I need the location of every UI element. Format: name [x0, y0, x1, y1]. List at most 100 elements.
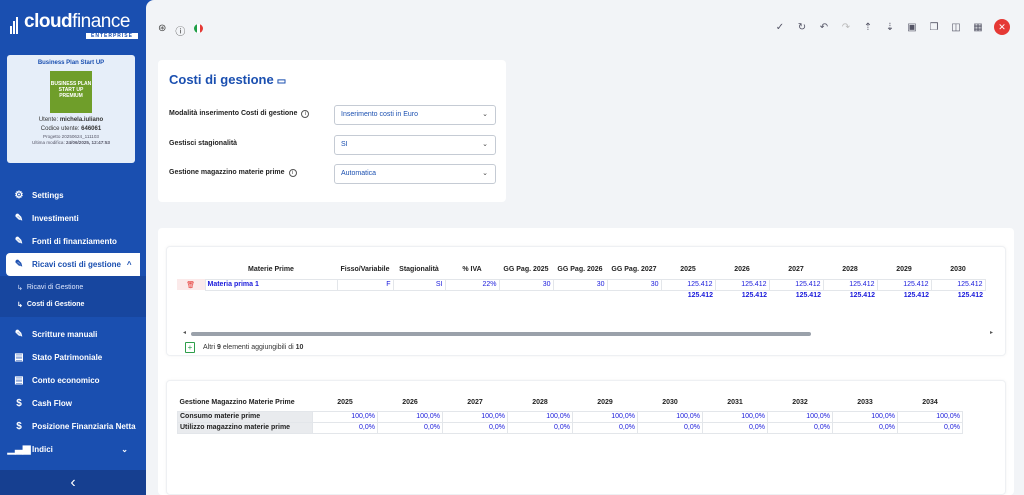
- scrollbar-thumb[interactable]: [191, 332, 811, 336]
- year-value-cell[interactable]: 125.412: [876, 278, 932, 291]
- user-line: Utente: michela.iuliano: [38, 117, 104, 123]
- totals-row: 125.412 125.412 125.412 125.412 125.412 …: [177, 290, 985, 301]
- refresh-icon[interactable]: ↻: [797, 21, 807, 33]
- trash-icon: 🗑: [186, 281, 196, 289]
- book-icon[interactable]: ▭: [276, 76, 287, 87]
- value-cell[interactable]: 100,0%: [377, 410, 443, 423]
- layout-icon[interactable]: ◫: [951, 21, 961, 33]
- document-icon: ▤: [14, 352, 24, 363]
- sidebar-item-fonti[interactable]: ✎ Fonti di finanziamento: [0, 230, 146, 253]
- app-logo[interactable]: cloudfinance ENTERPRISE: [10, 11, 140, 41]
- sidebar-item-conto-economico[interactable]: ▤ Conto economico: [0, 369, 146, 392]
- total-cell: 125.412: [795, 292, 821, 300]
- form-row-modalita: Modalità inserimento Costi di gestione i …: [169, 105, 499, 125]
- delete-row-button[interactable]: 🗑: [177, 279, 205, 290]
- sidebar-subitem-ricavi[interactable]: ↳ Ricavi di Gestione: [0, 279, 146, 296]
- value-cell[interactable]: 100,0%: [702, 410, 768, 423]
- year-value-cell[interactable]: 125.412: [714, 278, 770, 291]
- settings-circle-icon[interactable]: ⊛: [158, 23, 167, 34]
- sidebar-item-cash-flow[interactable]: $ Cash Flow: [0, 392, 146, 415]
- table-header: Fisso/Variabile: [340, 266, 390, 274]
- redo-icon[interactable]: ↷: [841, 21, 851, 33]
- table-header: GG Pag. 2026: [557, 266, 603, 274]
- sidebar-item-label: Conto economico: [32, 376, 100, 385]
- sidebar-item-label: Settings: [32, 191, 64, 200]
- sidebar-item-pfn[interactable]: $ Posizione Finanziaria Netta: [0, 415, 146, 438]
- table-header: 2032: [792, 399, 808, 407]
- table-header-row: Gestione Magazzino Materie Prime 2025 20…: [178, 395, 963, 411]
- info-icon[interactable]: i: [288, 169, 297, 177]
- year-value-cell[interactable]: 125.412: [822, 278, 878, 291]
- info-icon[interactable]: i: [301, 110, 310, 118]
- sidebar-item-ricavi-costi[interactable]: ✎ Ricavi costi di gestione ^: [6, 253, 140, 276]
- stagionalita-cell[interactable]: SI: [392, 278, 446, 291]
- value-cell[interactable]: 100,0%: [767, 410, 833, 423]
- year-value-cell[interactable]: 125.412: [768, 278, 824, 291]
- close-icon[interactable]: ✕: [994, 19, 1010, 35]
- dollar-icon: $: [16, 421, 22, 432]
- main-content: ⊛ ⓘ ✓ ↻ ↶ ↷ ⇡ ⇣ ▣ ❐ ◫ ▦ ✕ Costi di gesti…: [146, 0, 1024, 495]
- fisso-variabile-cell[interactable]: F: [336, 278, 394, 291]
- value-cell[interactable]: 100,0%: [507, 410, 573, 423]
- copy-icon[interactable]: ❐: [929, 21, 939, 33]
- stagionalita-select[interactable]: SI ⌄: [334, 135, 496, 155]
- form-row-stagionalita: Gestisci stagionalità SI ⌄: [169, 135, 499, 155]
- upload-icon[interactable]: ⇡: [863, 21, 873, 33]
- value-cell[interactable]: 0,0%: [507, 421, 573, 434]
- sidebar-item-stato-patrimoniale[interactable]: ▤ Stato Patrimoniale: [0, 346, 146, 369]
- italy-flag-icon[interactable]: [194, 24, 204, 33]
- value-cell[interactable]: 0,0%: [442, 421, 508, 434]
- sidebar-item-settings[interactable]: ⚙ Settings: [0, 184, 146, 207]
- value-cell[interactable]: 0,0%: [897, 421, 963, 434]
- add-element-button[interactable]: +: [185, 342, 195, 353]
- edit-icon: ✎: [14, 329, 24, 340]
- chevron-down-icon: ⌄: [121, 445, 128, 454]
- help-icon[interactable]: ⓘ: [175, 27, 186, 38]
- sidebar-item-investimenti[interactable]: ✎ Investimenti: [0, 207, 146, 230]
- materia-name-cell[interactable]: Materia prima 1: [204, 278, 338, 291]
- value-cell[interactable]: 0,0%: [377, 421, 443, 434]
- sidebar-subitem-costi[interactable]: ↳ Costi di Gestione: [0, 296, 146, 313]
- undo-icon[interactable]: ↶: [819, 21, 829, 33]
- gear-icon: ⚙: [14, 190, 24, 201]
- report-icon[interactable]: ▦: [973, 21, 983, 33]
- gg-pag-cell[interactable]: 30: [498, 278, 554, 291]
- value-cell[interactable]: 0,0%: [832, 421, 898, 434]
- value-cell[interactable]: 100,0%: [637, 410, 703, 423]
- year-value-cell[interactable]: 125.412: [660, 278, 716, 291]
- sidebar-item-label: Posizione Finanziaria Netta: [32, 422, 136, 431]
- value-cell[interactable]: 100,0%: [897, 410, 963, 423]
- value-cell[interactable]: 0,0%: [572, 421, 638, 434]
- row-label: Consumo materie prime: [177, 410, 313, 423]
- magazzino-select[interactable]: Automatica ⌄: [334, 164, 496, 184]
- horizontal-scrollbar[interactable]: ◂ ▸: [183, 330, 993, 336]
- scroll-right-icon[interactable]: ▸: [989, 330, 993, 336]
- topbar-toolbar: ✓ ↻ ↶ ↷ ⇡ ⇣ ▣ ❐ ◫ ▦ ✕: [774, 19, 1010, 35]
- year-value-cell[interactable]: 125.412: [930, 278, 986, 291]
- chevron-down-icon: ⌄: [482, 170, 488, 177]
- download-icon[interactable]: ⇣: [885, 21, 895, 33]
- value-cell[interactable]: 0,0%: [767, 421, 833, 434]
- collapse-sidebar-button[interactable]: ‹: [0, 470, 146, 495]
- value-cell[interactable]: 0,0%: [637, 421, 703, 434]
- form-label: Modalità inserimento Costi di gestione i: [169, 110, 310, 118]
- value-cell[interactable]: 0,0%: [702, 421, 768, 434]
- logo-text: cloudfinance: [24, 11, 130, 32]
- chevron-down-icon: ⌄: [482, 141, 488, 148]
- value-cell[interactable]: 100,0%: [572, 410, 638, 423]
- sidebar-item-scritture[interactable]: ✎ Scritture manuali: [0, 323, 146, 346]
- value-cell[interactable]: 0,0%: [312, 421, 378, 434]
- gg-pag-cell[interactable]: 30: [606, 278, 662, 291]
- save-icon[interactable]: ▣: [907, 21, 917, 33]
- value-cell[interactable]: 100,0%: [832, 410, 898, 423]
- modalita-select[interactable]: Inserimento costi in Euro ⌄: [334, 105, 496, 125]
- value-cell[interactable]: 100,0%: [312, 410, 378, 423]
- value-cell[interactable]: 100,0%: [442, 410, 508, 423]
- add-element-text: Altri 9 elementi aggiungibili di 10: [203, 344, 304, 351]
- gg-pag-cell[interactable]: 30: [552, 278, 608, 291]
- check-icon[interactable]: ✓: [775, 21, 785, 33]
- scroll-left-icon[interactable]: ◂: [183, 330, 187, 336]
- materie-prime-panel: Materie Prime Fisso/Variabile Stagionali…: [166, 246, 1006, 356]
- sidebar-item-indici[interactable]: ▁▃▆ Indici ⌄: [0, 438, 146, 461]
- iva-cell[interactable]: 22%: [444, 278, 500, 291]
